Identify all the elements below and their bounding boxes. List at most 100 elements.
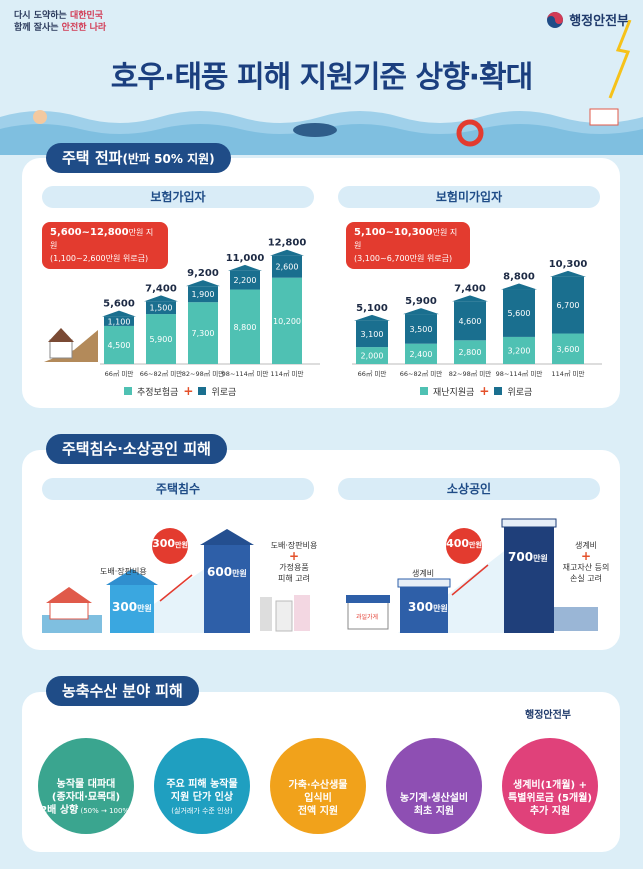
bar-segment-위로금 — [503, 289, 535, 337]
legend-swatch — [494, 387, 503, 395]
flood-note-line: 피해 고려 — [278, 574, 310, 583]
smallbiz-note-line: 생계비 — [574, 541, 598, 550]
agri-item-line: 농작물 대파대 — [38, 778, 134, 791]
car-icon — [293, 123, 337, 137]
agri-item-line: 전액 지원 — [270, 805, 366, 818]
uninsured-unit: 만원 지원 — [354, 228, 458, 250]
smallbiz-increase-value: 400 — [446, 537, 470, 550]
legend-swatch — [420, 387, 428, 395]
agri-item-note: (50% → 100%) — [78, 807, 132, 815]
smallbiz-after-unit: 만원 — [533, 554, 548, 563]
smallbiz-increase-badge: 400만원 — [446, 528, 482, 564]
bar-segment-추정보험금 — [188, 302, 218, 364]
flood-after-amount: 600만원 — [207, 565, 247, 579]
uninsured-sub: (3,100~6,700만원 위로금) — [354, 254, 453, 263]
shop-sign: 과일가게 — [356, 614, 379, 621]
bar-roof — [354, 314, 390, 321]
bar-value-label: 8,800 — [234, 323, 257, 332]
bar-value-label: 10,200 — [273, 317, 301, 326]
agri-item-text: (종자대·묘목대) — [51, 792, 121, 803]
uninsured-summary-box: 5,100~10,300만원 지원 (3,100~6,700만원 위로금) — [346, 222, 470, 269]
agri-item-text: 전액 지원 — [297, 806, 339, 817]
house-icon — [589, 108, 619, 126]
smallbiz-before-unit: 만원 — [433, 604, 448, 613]
legend-label: 추정보험금 — [137, 387, 179, 398]
agri-ministry-tag: 행정안전부 — [525, 710, 571, 721]
legend-swatch — [124, 387, 132, 395]
agri-item-line: 지원 단가 인상 — [154, 791, 250, 804]
uninsured-legend: 재난지원금 + 위로금 — [420, 384, 532, 398]
bar-segment-위로금 — [405, 314, 437, 344]
bar-total-label: 5,100 — [356, 303, 388, 314]
bar-roof — [270, 249, 304, 256]
section1-label-text: 주택 전파 — [62, 149, 123, 167]
agri-support-item: 농기계·생산설비 최초 지원 — [386, 738, 482, 834]
legend-label: 위로금 — [507, 387, 533, 398]
agri-item-text: 주요 피해 농작물 — [166, 779, 238, 790]
smallbiz-note-line: 재고자산 등의 — [562, 563, 610, 572]
agri-item-text: 지원 단가 인상 — [170, 792, 234, 803]
bar-value-label: 4,600 — [459, 317, 482, 326]
bar-value-label: 4,500 — [108, 341, 131, 350]
smallbiz-after-amount: 700만원 — [508, 550, 548, 564]
flood-header: 주택침수 — [42, 478, 314, 500]
legend-label: 재난지원금 — [433, 387, 475, 398]
slogan-text: 함께 잘사는 — [14, 23, 62, 33]
bar-value-label: 5,900 — [150, 335, 173, 344]
agri-item-text: 농작물 대파대 — [56, 779, 116, 790]
ministry-name: 행정안전부 — [569, 14, 629, 29]
flood-before-value: 300 — [112, 600, 138, 614]
uninsured-header: 보험미가입자 — [338, 186, 600, 208]
legend-plus: + — [479, 384, 490, 398]
category-label: 66㎡ 미만 — [358, 369, 387, 378]
legend-label: 위로금 — [211, 387, 237, 398]
agri-item-text: 농기계·생산설비 — [399, 793, 469, 804]
bar-segment-추정보험금 — [146, 314, 176, 364]
bar-total-label: 11,000 — [226, 253, 265, 264]
bar-roof — [102, 310, 136, 317]
bar-roof — [501, 283, 537, 290]
agri-item-line: 농기계·생산설비 — [386, 792, 482, 805]
bar-value-label: 3,100 — [361, 330, 384, 339]
agri-support-item: 가축·수산생물 입식비 전액 지원 — [270, 738, 366, 834]
bar-roof — [452, 295, 488, 302]
bar-segment-위로금 — [230, 270, 260, 290]
bar-value-label: 2,000 — [361, 352, 384, 361]
agri-item-line: 최초 지원 — [386, 805, 482, 818]
uninsured-range: 5,100~10,300 — [354, 227, 433, 238]
bar-segment-재난지원금 — [454, 340, 486, 364]
smallbiz-after-value: 700 — [508, 550, 534, 564]
insured-chart: 4,500 1,100 5,600 66㎡ 미만 5,900 1,500 7,400 66~8… — [100, 238, 320, 378]
agri-item-line: (종자대·묘목대) — [38, 791, 134, 804]
bar-segment-추정보험금 — [230, 289, 260, 364]
category-label: 98~114㎡ 미만 — [222, 369, 269, 378]
bar-value-label: 1,500 — [150, 304, 173, 313]
uninsured-chart: 2,000 3,100 5,100 66㎡ 미만 2,400 3,500 5,900 66~8… — [352, 259, 602, 378]
smallbiz-note-line: 손실 고려 — [570, 574, 602, 583]
bar-roof — [550, 270, 586, 277]
page-title: 호우·태풍 피해 지원기준 상향·확대 — [110, 60, 534, 95]
insured-unit: 만원 지원 — [50, 228, 154, 250]
agri-item-text: 입식비 — [304, 793, 332, 804]
agri-item-text: 특별위로금 (5개월) — [508, 793, 592, 804]
agri-item-note: (실거래가 수준 인상) — [171, 807, 233, 815]
category-label: 114㎡ 미만 — [271, 369, 304, 378]
bar-segment-위로금 — [552, 276, 584, 334]
bar-total-label: 5,900 — [405, 296, 437, 307]
bar-roof — [186, 280, 220, 287]
bar-roof — [403, 308, 439, 315]
flood-before-amount: 300만원 — [112, 600, 152, 614]
bar-total-label: 7,400 — [145, 283, 177, 294]
bar-value-label: 3,600 — [557, 345, 580, 354]
flood-note-line: 가정용품 — [279, 563, 309, 572]
bar-total-label: 10,300 — [549, 259, 588, 270]
smallbiz-before-label: 생계비 — [412, 569, 435, 578]
agri-item-text: 추가 지원 — [529, 806, 571, 817]
bar-segment-위로금 — [356, 320, 388, 348]
category-label: 98~114㎡ 미만 — [496, 369, 543, 378]
flood-increase-unit: 만원 — [175, 541, 188, 549]
bar-value-label: 2,200 — [234, 276, 257, 285]
bar-segment-재난지원금 — [356, 347, 388, 364]
agri-item-line: 입식비 — [270, 792, 366, 805]
bar-value-label: 1,900 — [192, 290, 215, 299]
